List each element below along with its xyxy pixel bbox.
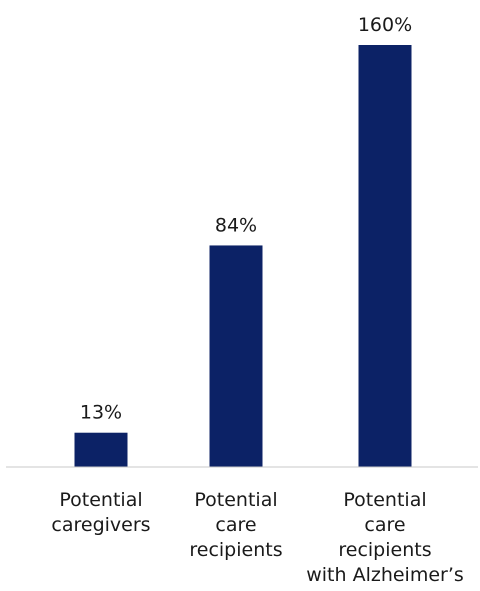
category-label-line: care (364, 514, 405, 536)
value-labels-layer: 13% 84% 160% (80, 14, 412, 424)
data-label-2: 84% (215, 214, 257, 236)
category-label-2: Potential care recipients (189, 489, 282, 561)
category-label-3: Potential care recipients with Alzheimer’s (306, 489, 464, 586)
category-label-line: Potential (59, 489, 142, 511)
category-label-line: with Alzheimer’s (306, 564, 464, 586)
bars-layer (74, 45, 412, 467)
category-label-line: recipients (189, 539, 282, 561)
category-labels-layer: Potential caregivers Potential care recipien… (51, 489, 463, 586)
data-label-3: 160% (358, 14, 412, 36)
category-label-line: caregivers (51, 514, 150, 536)
data-label-1: 13% (80, 402, 122, 424)
bar-1 (74, 432, 128, 467)
bar-3 (358, 45, 412, 467)
bar-2 (209, 245, 263, 467)
category-label-line: Potential (194, 489, 277, 511)
category-label-line: Potential (343, 489, 426, 511)
category-label-line: recipients (338, 539, 431, 561)
category-label-line: care (215, 514, 256, 536)
category-label-1: Potential caregivers (51, 489, 150, 536)
